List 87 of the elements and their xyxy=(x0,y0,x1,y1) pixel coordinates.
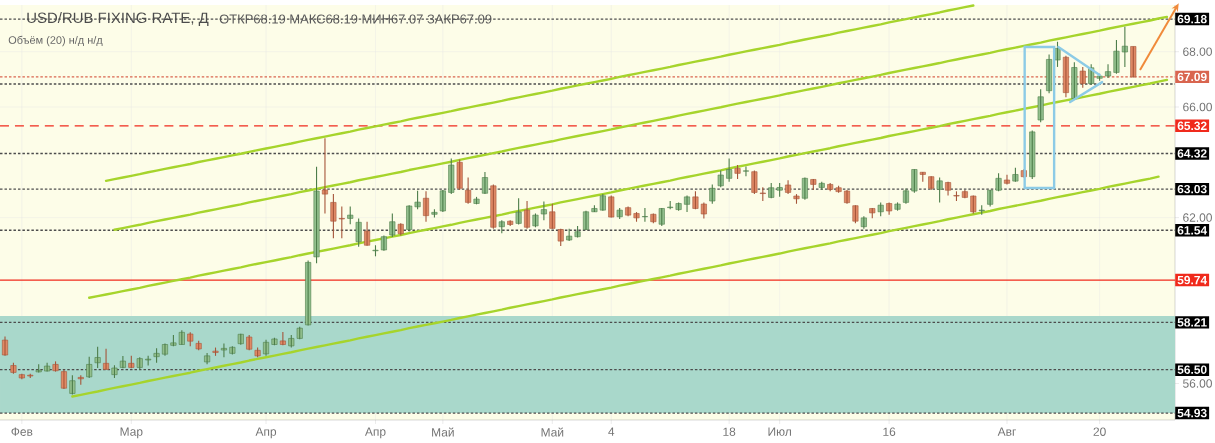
candlestick xyxy=(608,194,615,219)
candlestick xyxy=(69,374,76,396)
candlestick xyxy=(742,165,749,177)
x-tick-label: Май xyxy=(432,427,454,437)
candlestick xyxy=(1071,61,1078,101)
candlestick xyxy=(431,208,438,219)
candlestick xyxy=(574,225,581,239)
x-tick-label: 16 xyxy=(883,427,896,436)
candlestick xyxy=(793,193,800,205)
candlestick xyxy=(852,204,859,224)
ref-line-label: 65.32 xyxy=(1177,121,1207,131)
ref-line-label: 59.74 xyxy=(1177,275,1208,285)
y-tick-label: 68.00 xyxy=(1183,47,1212,56)
ref-line-label: 56.50 xyxy=(1177,365,1207,374)
candlestick xyxy=(911,168,918,194)
candlestick xyxy=(709,183,716,205)
ref-line-label: 58.21 xyxy=(1177,318,1207,327)
y-tick-label: 56.00 xyxy=(1183,379,1212,388)
candlestick xyxy=(692,190,699,210)
candlestick xyxy=(397,222,404,237)
x-tick-label: 20 xyxy=(1093,427,1106,436)
x-tick-label: 18 xyxy=(723,427,736,436)
candlestick xyxy=(237,333,244,346)
candlestick xyxy=(978,204,985,216)
candlestick xyxy=(515,197,522,226)
candlestick xyxy=(313,166,320,264)
ref-line-label: 61.54 xyxy=(1177,226,1208,235)
ref-line-label: 64.32 xyxy=(1177,149,1207,158)
ref-line-label: 54.93 xyxy=(1177,408,1207,418)
candlestick xyxy=(1037,88,1044,123)
x-tick-label: 4 xyxy=(608,427,615,436)
candlestick xyxy=(136,356,143,371)
candlestick xyxy=(633,211,640,223)
candlestick xyxy=(145,355,152,367)
candlestick xyxy=(532,212,539,228)
x-tick-label: Апр xyxy=(364,427,386,439)
candlestick xyxy=(490,183,497,230)
chart-title: USD/RUB FIXING RATE, Д xyxy=(27,12,209,26)
candlestick xyxy=(894,201,901,212)
candlestick xyxy=(448,157,455,195)
candlestick xyxy=(153,347,160,364)
candlestick xyxy=(10,362,17,375)
candlestick xyxy=(810,178,817,191)
candlestick xyxy=(928,175,935,191)
candlestick xyxy=(650,212,657,224)
candlestick xyxy=(549,203,556,230)
candlestick xyxy=(616,207,623,220)
candlestick xyxy=(355,217,362,248)
annotation: ОТКР68.19 МАКС68.19 МИН67.07 ЗАКР67.09 xyxy=(219,14,492,24)
x-tick-label: Апр xyxy=(255,427,277,439)
candlestick xyxy=(869,207,876,219)
candlestick xyxy=(970,194,977,214)
ref-line-label: 63.03 xyxy=(1177,184,1207,194)
candlestick xyxy=(658,207,665,227)
candlestick xyxy=(52,360,59,373)
candlestick xyxy=(77,374,84,386)
candlestick xyxy=(1029,129,1036,180)
candlestick xyxy=(995,172,1002,192)
candlestick xyxy=(734,164,741,180)
candlestick xyxy=(111,364,118,379)
candlestick xyxy=(220,342,227,358)
y-tick-label: 62.00 xyxy=(1183,213,1212,222)
x-tick-label: Фев xyxy=(11,427,33,436)
candlestick xyxy=(498,219,505,234)
candlestick xyxy=(94,346,101,369)
x-tick-label: Май xyxy=(541,427,564,437)
x-tick-label: Авг xyxy=(997,427,1016,436)
candlestick xyxy=(877,201,884,217)
candlestick xyxy=(86,356,93,379)
candlestick xyxy=(389,212,396,238)
candlestick xyxy=(936,176,943,203)
text: Объём (20) н/д н/д xyxy=(8,35,103,47)
candlestick xyxy=(1113,39,1120,75)
candlestick xyxy=(1012,167,1019,183)
candlestick xyxy=(456,158,463,191)
candlestick xyxy=(953,190,960,202)
x-tick-label: Июл xyxy=(768,427,791,436)
candlestick xyxy=(1079,66,1086,89)
candlestick xyxy=(566,228,573,242)
y-tick-label: 66.00 xyxy=(1183,102,1212,112)
x-tick-label: Мар xyxy=(120,427,143,439)
ref-line-label: 69.18 xyxy=(1177,14,1207,24)
ref-line-label: 67.09 xyxy=(1177,72,1207,82)
candlestick xyxy=(507,219,514,227)
candlestick xyxy=(1130,45,1137,78)
candlestick xyxy=(187,331,194,347)
candlestick xyxy=(919,171,926,183)
